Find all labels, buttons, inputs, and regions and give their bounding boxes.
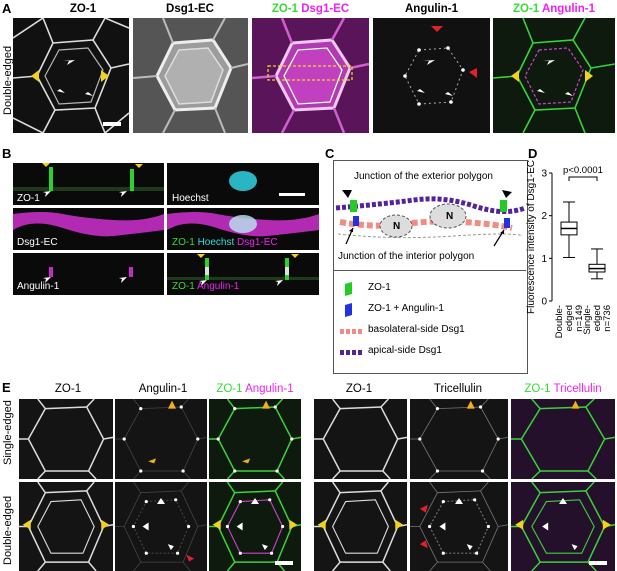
legend-label: basolateral-side Dsg1 bbox=[368, 324, 465, 335]
panel-e-title-zo1-right: ZO-1 bbox=[345, 383, 373, 395]
panel-a-angulin-image bbox=[373, 18, 490, 133]
panel-e-image bbox=[209, 399, 301, 479]
panel-a-title-dsg1: Dsg1-EC bbox=[166, 3, 214, 15]
panel-b-dsg1-image bbox=[13, 208, 164, 250]
panel-b-angulin-image bbox=[13, 253, 164, 295]
panel-c-letter: C bbox=[325, 146, 335, 161]
panel-e-image bbox=[19, 482, 113, 571]
panel-b-dsg1-label: Dsg1-EC bbox=[17, 237, 58, 248]
legend-swatch bbox=[340, 329, 362, 334]
panel-c-nucleus-2: N bbox=[393, 221, 401, 232]
panel-c-exterior-label: Junction of the exterior polygon bbox=[354, 171, 493, 182]
panel-e-image bbox=[115, 399, 207, 479]
panel-e-title-tricellulin: Tricellulin bbox=[433, 383, 483, 395]
panel-a-merge2-image bbox=[493, 18, 615, 133]
legend-swatch bbox=[345, 303, 352, 317]
panel-a-dsg1-image bbox=[133, 18, 248, 133]
panel-c-box bbox=[333, 160, 528, 374]
significance-bracket bbox=[568, 176, 598, 181]
panel-e-title-merge-left: ZO-1 Angulin-1 bbox=[216, 383, 294, 395]
panel-e-letter: E bbox=[2, 380, 11, 395]
legend-swatch bbox=[345, 282, 352, 296]
panel-a-zo1-image bbox=[13, 18, 129, 133]
panel-d-letter: D bbox=[528, 146, 538, 161]
significance-label: p<0.0001 bbox=[563, 165, 603, 176]
panel-e-title-merge-right: ZO-1 Tricellulin bbox=[524, 383, 602, 395]
category-label: Double-edgedn=149 bbox=[554, 305, 585, 338]
panel-b-hoechst-image bbox=[167, 163, 319, 205]
panel-e-image bbox=[19, 399, 113, 479]
panel-e-image bbox=[314, 399, 407, 479]
panel-a-title-zo1: ZO-1 bbox=[69, 3, 97, 15]
panel-b-merge2-label: ZO-1 Angulin-1 bbox=[172, 281, 240, 292]
y-tick-label: 0 bbox=[541, 297, 547, 308]
panel-e-image bbox=[410, 399, 508, 479]
panel-b-zo1-label: ZO-1 bbox=[17, 193, 40, 204]
legend-label: apical-side Dsg1 bbox=[368, 345, 442, 356]
panel-e-image bbox=[314, 482, 407, 571]
panel-a-letter: A bbox=[2, 1, 12, 16]
category-label: Single-edgedn=736 bbox=[582, 305, 613, 335]
panel-a-title-angulin: Angulin-1 bbox=[404, 3, 459, 15]
panel-e-title-zo1-left: ZO-1 bbox=[54, 383, 82, 395]
panel-e-image bbox=[115, 482, 207, 571]
panel-a-merge1-image bbox=[252, 18, 369, 133]
panel-e-image bbox=[511, 399, 615, 479]
panel-e-title-angulin: Angulin-1 bbox=[138, 383, 188, 395]
panel-e-row-label-single: Single-edged bbox=[2, 400, 14, 465]
legend-label: ZO-1 bbox=[368, 282, 391, 293]
y-tick-label: 1 bbox=[541, 254, 547, 265]
panel-c-nucleus-1: N bbox=[446, 211, 454, 222]
panel-e-row-label-double: Double-edged bbox=[2, 495, 14, 565]
panel-b-hoechst-label: Hoechst bbox=[172, 193, 209, 204]
panel-e-image bbox=[511, 482, 615, 571]
panel-b-angulin-label: Angulin-1 bbox=[17, 281, 60, 292]
panel-b-merge1-image bbox=[167, 208, 319, 250]
y-axis-label: Fluorescence intensity of Dsg1-EC bbox=[526, 160, 537, 314]
panel-e-image bbox=[410, 482, 508, 571]
y-tick-label: 3 bbox=[541, 169, 547, 180]
legend-swatch bbox=[340, 350, 362, 355]
panel-b-merge2-image bbox=[167, 253, 319, 295]
panel-a-title-merge2: ZO-1 Angulin-1 bbox=[512, 3, 595, 15]
panel-c-diagram bbox=[334, 160, 527, 270]
panel-b-merge1-label: ZO-1 Hoechst Dsg1-EC bbox=[172, 237, 278, 248]
panel-a-title-merge1: ZO-1 Dsg1-EC bbox=[271, 3, 350, 15]
y-tick-label: 2 bbox=[541, 211, 547, 222]
panel-c-divider bbox=[333, 270, 526, 271]
legend-label: ZO-1 + Angulin-1 bbox=[368, 303, 444, 314]
panel-b-zo1-image bbox=[13, 163, 164, 205]
panel-c-interior-label: Junction of the interior polygon bbox=[338, 251, 475, 262]
panel-e-image bbox=[209, 482, 301, 571]
panel-b-letter: B bbox=[2, 146, 12, 161]
panel-d-chart: 0 1 2 3 Fluorescence intensity of Dsg1-EC Dou… bbox=[522, 155, 617, 373]
